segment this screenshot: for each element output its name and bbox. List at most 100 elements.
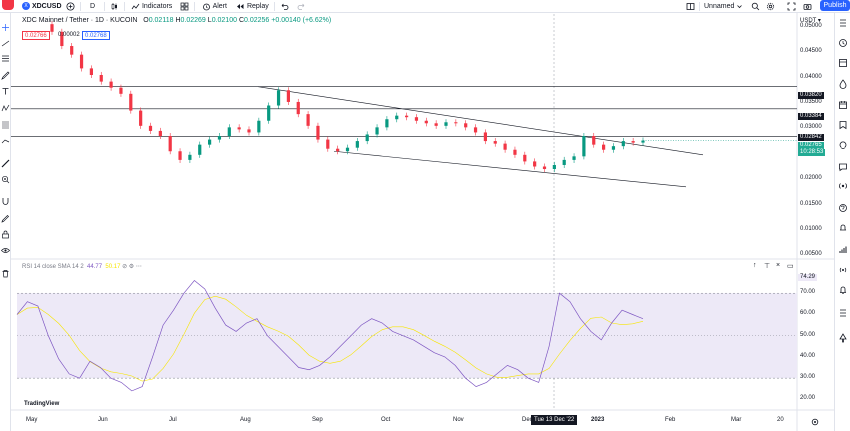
time-tick-label: Feb	[665, 417, 676, 423]
price-tick-label: 0.04000	[800, 73, 822, 80]
candle-body	[70, 46, 74, 55]
lock-icon[interactable]	[1, 230, 10, 239]
legend-high: 0.02269	[180, 17, 206, 24]
undo-button[interactable]	[280, 0, 289, 13]
chart-settings-button[interactable]	[766, 0, 775, 13]
help-icon[interactable]	[838, 203, 848, 213]
candle-body	[473, 127, 478, 133]
streams-icon[interactable]	[838, 181, 848, 191]
notifications-bell-icon[interactable]	[838, 223, 848, 233]
layout-name-button[interactable]: Unnamed	[704, 0, 743, 13]
alert-button[interactable]: Alert	[202, 0, 227, 13]
interval-button[interactable]: D	[90, 3, 96, 10]
calendar-icon[interactable]	[838, 100, 848, 110]
buy-price-button[interactable]: 0.02768	[82, 31, 110, 40]
watchlist-icon[interactable]	[838, 18, 848, 28]
rsi-settings-icon[interactable]: ⚙	[128, 264, 135, 270]
user-avatar[interactable]	[2, 0, 14, 10]
replay-label: Replay	[246, 3, 269, 10]
pencil-lock-icon[interactable]	[1, 214, 10, 223]
candle-body	[178, 151, 182, 160]
legend-open: 0.02118	[148, 17, 174, 24]
horizontal-line-icon[interactable]	[1, 54, 10, 63]
snapshot-button[interactable]	[803, 0, 812, 13]
symbol-search[interactable]: X XDCUSD	[22, 0, 62, 13]
legend-change: +0.00140 (+6.62%)	[271, 17, 332, 24]
candle-body	[326, 139, 330, 149]
candle-body	[139, 110, 143, 126]
redo-button[interactable]	[297, 0, 306, 13]
candle-body	[483, 132, 487, 142]
rsi-sma-line	[16, 295, 644, 382]
time-axis-settings-icon[interactable]	[811, 418, 819, 426]
price-tick-label: 0.03000	[800, 124, 822, 131]
candle-body	[168, 136, 172, 152]
broadcast-icon[interactable]	[838, 265, 848, 275]
candle-body	[316, 125, 320, 140]
candle-body	[414, 117, 419, 121]
search-button[interactable]	[751, 0, 760, 13]
pine-editor-icon[interactable]	[838, 333, 848, 343]
hotlist-icon[interactable]	[838, 79, 848, 89]
currency-selector[interactable]: USDT ▾	[800, 18, 821, 24]
candle-body	[641, 140, 645, 143]
chart-legend: XDC Mainnet / Tether · 1D · KUCOIN O0.02…	[22, 16, 331, 26]
magnet-icon[interactable]	[1, 197, 10, 206]
alerts-clock-icon[interactable]	[838, 38, 848, 48]
lightbulb-icon[interactable]	[838, 141, 848, 151]
candle-body	[296, 101, 300, 115]
rsi-tick-label: 20.00	[800, 395, 816, 402]
chart-type-button[interactable]	[110, 0, 119, 13]
candle-body	[405, 115, 409, 118]
indicators-label: Indicators	[141, 3, 173, 10]
bell-icon[interactable]	[838, 285, 848, 295]
legend-close: 0.02256	[244, 17, 270, 24]
zoom-in-icon[interactable]	[1, 175, 10, 184]
fullscreen-button[interactable]	[787, 0, 796, 13]
compare-symbol-button[interactable]	[66, 0, 75, 13]
pane-up-icon[interactable]: ↑	[753, 262, 757, 269]
indicators-button[interactable]: Indicators	[131, 0, 172, 13]
ruler-icon[interactable]	[1, 159, 10, 168]
candle-body	[385, 119, 389, 128]
sell-price-button[interactable]: 0.02766	[22, 31, 50, 40]
right-sidebar	[834, 13, 850, 431]
candle-body	[542, 166, 547, 170]
ideas-icon[interactable]	[838, 120, 848, 130]
data-window-icon[interactable]	[838, 58, 848, 68]
tradingview-watermark: TradingView	[24, 401, 60, 407]
rsi-visibility-icon[interactable]: ⊘	[122, 264, 128, 270]
chat-icon[interactable]	[838, 162, 848, 172]
replay-button[interactable]: Replay	[236, 0, 269, 13]
eye-icon[interactable]	[1, 246, 10, 255]
text-tool-icon[interactable]	[1, 87, 10, 96]
rsi-tick-label: 50.00	[800, 331, 816, 338]
brush-icon[interactable]	[1, 71, 10, 80]
fib-retracement-icon[interactable]	[1, 120, 10, 129]
layout-select-button[interactable]	[686, 0, 695, 13]
layout-icon	[686, 2, 695, 10]
prediction-icon[interactable]	[1, 136, 10, 145]
candle-body	[602, 144, 606, 150]
object-tree-icon[interactable]	[838, 308, 848, 318]
pattern-icon[interactable]	[1, 104, 10, 113]
candle-body	[79, 54, 84, 69]
rsi-line	[16, 280, 644, 392]
pane-collapse-icon[interactable]: ⊤	[764, 263, 771, 270]
countdown-label: 10:28:53	[798, 149, 826, 156]
trendline-icon[interactable]	[1, 39, 10, 48]
pane-maximize-icon[interactable]: ▭	[787, 263, 794, 270]
publish-button[interactable]: Publish	[820, 0, 850, 11]
rsi-tick-label: 60.00	[800, 310, 816, 317]
rsi-more-icon[interactable]: ⋯	[135, 264, 142, 270]
trash-icon[interactable]	[1, 269, 10, 278]
crosshair-icon[interactable]	[1, 23, 10, 32]
templates-button[interactable]	[180, 0, 189, 13]
symbol-name: XDCUSD	[31, 3, 62, 10]
candles-icon	[111, 2, 117, 10]
hline-label-2: 0.03384	[798, 113, 824, 120]
time-tick-label: Oct	[381, 417, 391, 423]
signal-icon[interactable]	[838, 245, 848, 255]
pane-close-icon[interactable]: ×	[776, 262, 781, 269]
